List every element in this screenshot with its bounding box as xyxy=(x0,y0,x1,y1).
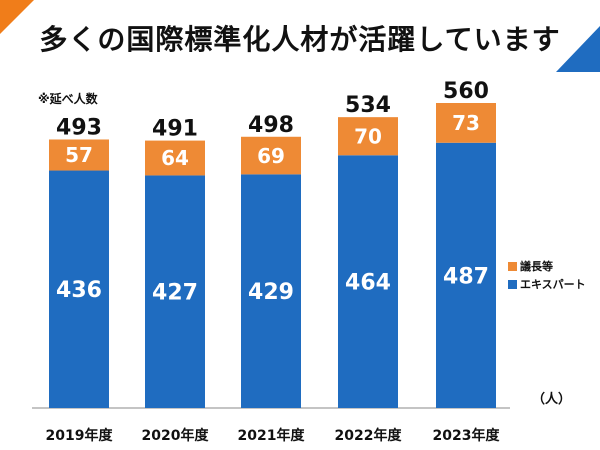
data-label-expert-2022年度: 464 xyxy=(345,271,391,296)
x-tick-label-2023年度: 2023年度 xyxy=(433,427,501,444)
total-label-2020年度: 491 xyxy=(152,117,198,142)
bar-expert-2019年度 xyxy=(49,170,109,408)
data-label-expert-2019年度: 436 xyxy=(56,278,102,303)
x-tick-label-2021年度: 2021年度 xyxy=(238,427,306,444)
bar-expert-2021年度 xyxy=(241,174,301,408)
legend-expert: エキスパート xyxy=(508,276,586,292)
page-title: 多くの国際標準化人材が活躍しています xyxy=(39,23,561,56)
bar-chair-2023年度 xyxy=(436,103,496,143)
cumulative-note: ※延べ人数 xyxy=(38,92,98,106)
total-label-2021年度: 498 xyxy=(248,113,294,138)
total-label-2019年度: 493 xyxy=(56,115,102,140)
data-label-chair-2019年度: 57 xyxy=(65,143,93,167)
bar-expert-2020年度 xyxy=(145,175,205,408)
legend-expert-swatch xyxy=(508,280,517,289)
data-label-expert-2021年度: 429 xyxy=(248,280,294,305)
legend-chair: 議長等 xyxy=(508,258,553,274)
bar-chair-2020年度 xyxy=(145,140,205,176)
legend-chair-label: 議長等 xyxy=(520,260,553,273)
unit-label: （人） xyxy=(532,392,572,407)
total-label-2023年度: 560 xyxy=(443,79,489,104)
bar-chair-2021年度 xyxy=(241,136,301,175)
bar-expert-2023年度 xyxy=(436,142,496,409)
legend-expert-label: エキスパート xyxy=(520,278,586,291)
bar-expert-2022年度 xyxy=(338,155,398,408)
data-label-expert-2023年度: 487 xyxy=(443,264,489,289)
bar-chair-2019年度 xyxy=(49,139,109,171)
data-label-expert-2020年度: 427 xyxy=(152,281,198,306)
bar-chair-2022年度 xyxy=(338,117,398,156)
x-tick-label-2019年度: 2019年度 xyxy=(46,427,114,444)
data-label-chair-2022年度: 70 xyxy=(354,124,382,148)
data-label-chair-2023年度: 73 xyxy=(452,111,480,135)
legend-chair-swatch xyxy=(508,262,517,271)
x-tick-label-2020年度: 2020年度 xyxy=(142,427,210,444)
data-label-chair-2021年度: 69 xyxy=(257,144,285,168)
data-label-chair-2020年度: 64 xyxy=(161,146,189,170)
total-label-2022年度: 534 xyxy=(345,93,391,118)
x-tick-label-2022年度: 2022年度 xyxy=(335,427,403,444)
